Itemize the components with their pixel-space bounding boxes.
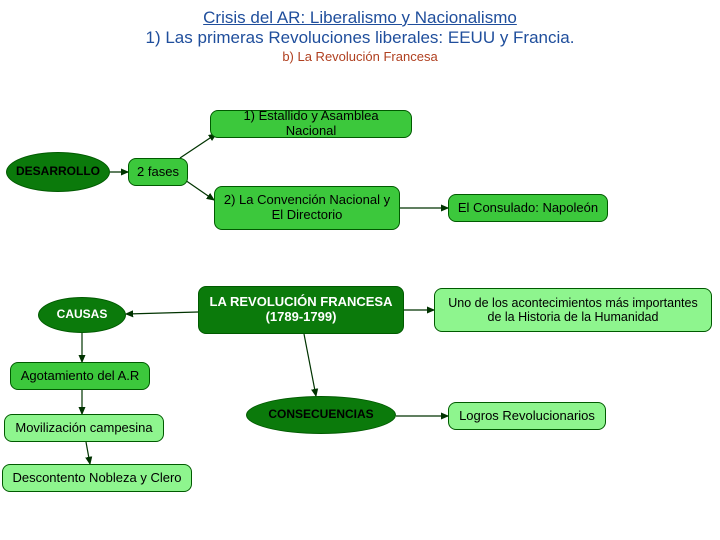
header-block: Crisis del AR: Liberalismo y Nacionalism… <box>0 0 720 64</box>
node-revfrancesa: LA REVOLUCIÓN FRANCESA (1789-1799) <box>198 286 404 334</box>
node-dosfases: 2 fases <box>128 158 188 186</box>
edge-dosfases-convencion <box>185 180 214 200</box>
node-estallido: 1) Estallido y Asamblea Nacional <box>210 110 412 138</box>
title-line-3: b) La Revolución Francesa <box>0 49 720 64</box>
node-logros: Logros Revolucionarios <box>448 402 606 430</box>
node-consecuencias: CONSECUENCIAS <box>246 396 396 434</box>
node-causas: CAUSAS <box>38 297 126 333</box>
node-desarrollo: DESARROLLO <box>6 152 110 192</box>
node-descontento: Descontento Nobleza y Clero <box>2 464 192 492</box>
edge-revfrancesa-consecuencias <box>304 334 316 396</box>
edge-dosfases-estallido <box>180 134 216 158</box>
title-line-2: 1) Las primeras Revoluciones liberales: … <box>0 28 720 48</box>
node-acontec: Uno de los acontecimientos más important… <box>434 288 712 332</box>
arrow-layer <box>0 0 720 540</box>
node-convencion: 2) La Convención Nacional y El Directori… <box>214 186 400 230</box>
node-moviliz: Movilización campesina <box>4 414 164 442</box>
edge-moviliz-descontento <box>86 442 90 464</box>
edge-revfrancesa-causas <box>126 312 198 314</box>
title-line-1: Crisis del AR: Liberalismo y Nacionalism… <box>0 8 720 28</box>
node-consulado: El Consulado: Napoleón <box>448 194 608 222</box>
node-agotamiento: Agotamiento del A.R <box>10 362 150 390</box>
